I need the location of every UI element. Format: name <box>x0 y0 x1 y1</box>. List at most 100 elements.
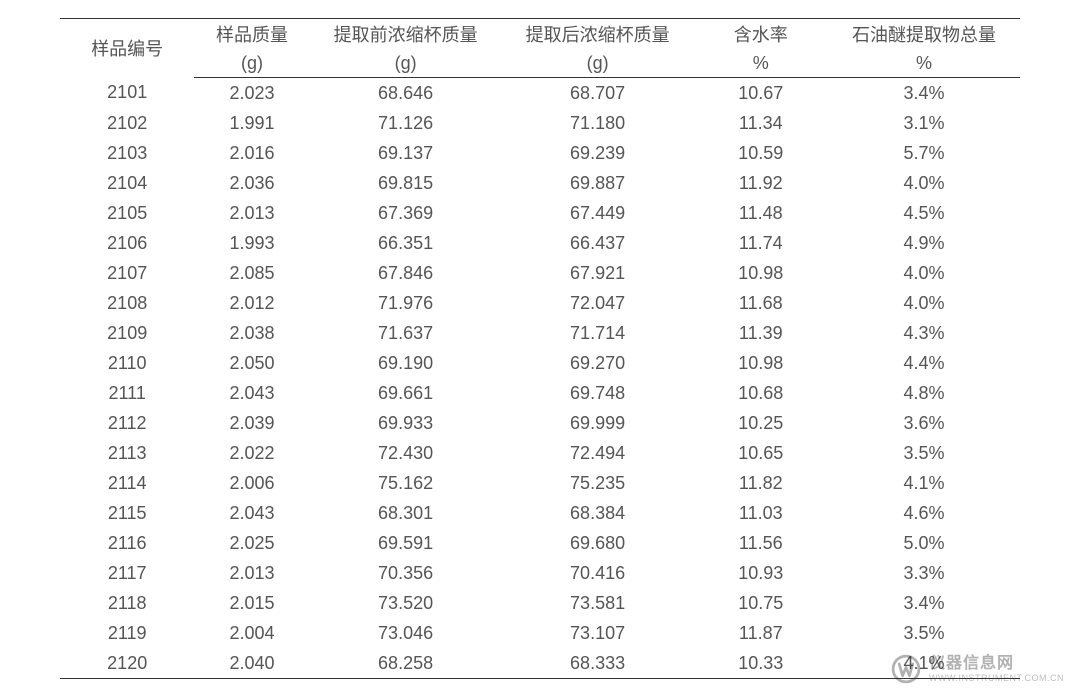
table-cell: 69.239 <box>502 138 694 168</box>
col-header-extract-line2: % <box>828 49 1020 78</box>
table-row: 21082.01271.97672.04711.684.0% <box>60 288 1020 318</box>
table-cell: 2.039 <box>194 408 309 438</box>
table-cell: 2.023 <box>194 78 309 109</box>
table-cell: 68.258 <box>310 648 502 679</box>
table-cell: 10.98 <box>694 348 828 378</box>
table-cell: 10.25 <box>694 408 828 438</box>
table-cell: 4.1% <box>828 468 1020 498</box>
table-cell: 67.449 <box>502 198 694 228</box>
table-cell: 11.03 <box>694 498 828 528</box>
page-root: 样品编号 样品质量 提取前浓缩杯质量 提取后浓缩杯质量 含水率 石油醚提取物总量… <box>0 0 1080 698</box>
table-cell: 68.384 <box>502 498 694 528</box>
table-row: 21061.99366.35166.43711.744.9% <box>60 228 1020 258</box>
table-cell: 2.015 <box>194 588 309 618</box>
table-cell: 73.581 <box>502 588 694 618</box>
table-cell: 10.33 <box>694 648 828 679</box>
table-cell: 2101 <box>60 78 194 109</box>
table-cell: 67.369 <box>310 198 502 228</box>
table-cell: 2.013 <box>194 558 309 588</box>
table-cell: 4.1% <box>828 648 1020 679</box>
table-cell: 3.3% <box>828 558 1020 588</box>
table-cell: 73.107 <box>502 618 694 648</box>
table-cell: 11.82 <box>694 468 828 498</box>
table-cell: 2120 <box>60 648 194 679</box>
table-cell: 2113 <box>60 438 194 468</box>
table-cell: 4.0% <box>828 288 1020 318</box>
table-cell: 10.98 <box>694 258 828 288</box>
table-cell: 2.043 <box>194 378 309 408</box>
table-row: 21132.02272.43072.49410.653.5% <box>60 438 1020 468</box>
table-cell: 72.430 <box>310 438 502 468</box>
table-row: 21021.99171.12671.18011.343.1% <box>60 108 1020 138</box>
table-cell: 3.1% <box>828 108 1020 138</box>
table-cell: 11.48 <box>694 198 828 228</box>
table-cell: 75.235 <box>502 468 694 498</box>
table-row: 21162.02569.59169.68011.565.0% <box>60 528 1020 558</box>
table-cell: 2.038 <box>194 318 309 348</box>
table-cell: 2.085 <box>194 258 309 288</box>
col-header-before-line1: 提取前浓缩杯质量 <box>310 19 502 50</box>
table-cell: 10.67 <box>694 78 828 109</box>
table-cell: 71.976 <box>310 288 502 318</box>
table-cell: 11.87 <box>694 618 828 648</box>
table-cell: 3.5% <box>828 438 1020 468</box>
table-cell: 69.887 <box>502 168 694 198</box>
table-cell: 10.65 <box>694 438 828 468</box>
table-cell: 68.301 <box>310 498 502 528</box>
table-cell: 2.043 <box>194 498 309 528</box>
table-cell: 2115 <box>60 498 194 528</box>
table-cell: 72.047 <box>502 288 694 318</box>
data-table: 样品编号 样品质量 提取前浓缩杯质量 提取后浓缩杯质量 含水率 石油醚提取物总量… <box>60 18 1020 679</box>
table-cell: 73.520 <box>310 588 502 618</box>
table-cell: 2104 <box>60 168 194 198</box>
table-cell: 68.707 <box>502 78 694 109</box>
table-cell: 69.680 <box>502 528 694 558</box>
table-cell: 2.013 <box>194 198 309 228</box>
table-cell: 2110 <box>60 348 194 378</box>
col-header-mass-line1: 样品质量 <box>194 19 309 50</box>
table-cell: 4.0% <box>828 258 1020 288</box>
table-cell: 2.016 <box>194 138 309 168</box>
table-cell: 66.351 <box>310 228 502 258</box>
table-cell: 4.4% <box>828 348 1020 378</box>
table-cell: 11.39 <box>694 318 828 348</box>
table-cell: 2116 <box>60 528 194 558</box>
table-cell: 4.3% <box>828 318 1020 348</box>
col-header-before-line2: (g) <box>310 49 502 78</box>
col-header-after-line2: (g) <box>502 49 694 78</box>
table-cell: 11.34 <box>694 108 828 138</box>
table-cell: 2107 <box>60 258 194 288</box>
table-cell: 67.921 <box>502 258 694 288</box>
table-cell: 2.036 <box>194 168 309 198</box>
table-cell: 68.646 <box>310 78 502 109</box>
table-cell: 4.5% <box>828 198 1020 228</box>
table-cell: 69.933 <box>310 408 502 438</box>
table-row: 21172.01370.35670.41610.933.3% <box>60 558 1020 588</box>
table-row: 21182.01573.52073.58110.753.4% <box>60 588 1020 618</box>
table-row: 21032.01669.13769.23910.595.7% <box>60 138 1020 168</box>
table-cell: 69.999 <box>502 408 694 438</box>
table-cell: 68.333 <box>502 648 694 679</box>
col-header-after-line1: 提取后浓缩杯质量 <box>502 19 694 50</box>
table-cell: 2118 <box>60 588 194 618</box>
table-cell: 71.126 <box>310 108 502 138</box>
table-cell: 2109 <box>60 318 194 348</box>
table-cell: 2102 <box>60 108 194 138</box>
table-cell: 2.022 <box>194 438 309 468</box>
table-cell: 2106 <box>60 228 194 258</box>
table-cell: 2114 <box>60 468 194 498</box>
table-cell: 2105 <box>60 198 194 228</box>
col-header-mass-line2: (g) <box>194 49 309 78</box>
col-header-moisture-line1: 含水率 <box>694 19 828 50</box>
table-cell: 11.56 <box>694 528 828 558</box>
table-cell: 71.637 <box>310 318 502 348</box>
table-cell: 10.93 <box>694 558 828 588</box>
table-cell: 3.4% <box>828 588 1020 618</box>
table-cell: 70.416 <box>502 558 694 588</box>
table-cell: 73.046 <box>310 618 502 648</box>
table-cell: 11.74 <box>694 228 828 258</box>
table-cell: 2103 <box>60 138 194 168</box>
table-cell: 2.006 <box>194 468 309 498</box>
table-cell: 11.68 <box>694 288 828 318</box>
table-cell: 5.7% <box>828 138 1020 168</box>
